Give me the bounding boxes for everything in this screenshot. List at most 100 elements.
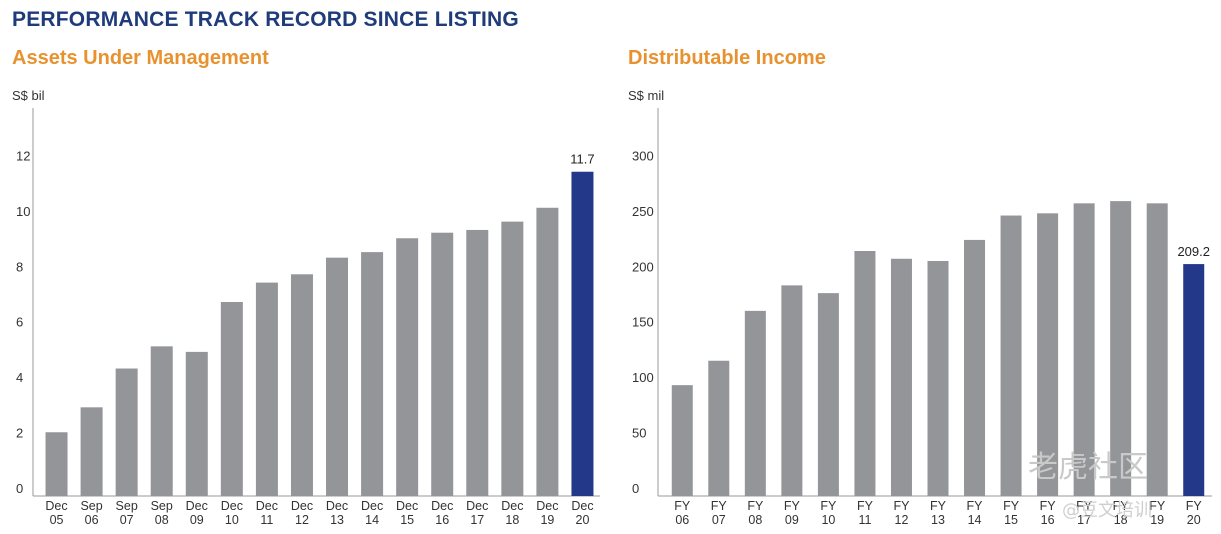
aum-x-tick-label: Dec [431, 499, 453, 513]
aum-x-tick-label: 14 [365, 513, 379, 527]
aum-x-tick-label: 07 [120, 513, 134, 527]
page-title: PERFORMANCE TRACK RECORD SINCE LISTING [12, 8, 519, 31]
aum-bar [501, 221, 524, 496]
aum-x-tick-label: 12 [295, 513, 309, 527]
aum-x-tick-label: Dec [221, 499, 243, 513]
income-x-tick-label: FY [1113, 499, 1130, 513]
income-bar [1000, 215, 1022, 496]
income-x-tick-label: 15 [1004, 513, 1018, 527]
income-x-tick-label: FY [711, 499, 728, 513]
aum-x-tick-label: 20 [576, 513, 590, 527]
watermark-handle: @豆文培训 [1062, 500, 1152, 521]
aum-bar [361, 252, 384, 496]
aum-x-tick-label: Dec [291, 499, 313, 513]
aum-x-tick-label: Dec [396, 499, 418, 513]
income-x-tick-label: FY [820, 499, 837, 513]
income-x-tick-label: FY [674, 499, 691, 513]
income-unit-label: S$ mil [628, 88, 665, 103]
income-x-tick-label: FY [857, 499, 874, 513]
income-x-tick-label: FY [1076, 499, 1093, 513]
income-chart-title: Distributable Income [628, 47, 826, 69]
aum-x-tick-label: 06 [85, 513, 99, 527]
income-x-tick-label: 12 [895, 513, 909, 527]
aum-unit-label: S$ bil [12, 88, 45, 103]
aum-x-tick-label: Dec [326, 499, 348, 513]
aum-bar [115, 368, 138, 496]
income-bar [671, 385, 693, 496]
aum-x-tick-label: 18 [505, 513, 519, 527]
income-y-tick-label: 300 [632, 148, 654, 163]
income-y-tick-label: 200 [632, 259, 654, 274]
aum-x-tick-label: 08 [155, 513, 169, 527]
aum-bar [185, 351, 208, 496]
income-x-tick-label: FY [930, 499, 947, 513]
income-x-tick-label: 06 [675, 513, 689, 527]
aum-x-tick-label: 10 [225, 513, 239, 527]
income-bar [781, 285, 803, 496]
aum-x-tick-label: Dec [45, 499, 67, 513]
income-bar [708, 360, 730, 496]
income-bar [1037, 213, 1059, 497]
income-bar [964, 239, 986, 497]
aum-bar [431, 232, 454, 496]
aum-bar [326, 257, 349, 496]
income-y-tick-label: 0 [632, 481, 639, 496]
income-x-tick-label: 20 [1187, 513, 1201, 527]
income-x-tick-label: 17 [1077, 513, 1091, 527]
income-y-tick-label: 250 [632, 204, 654, 219]
income-x-tick-label: 14 [968, 513, 982, 527]
aum-x-tick-label: Dec [466, 499, 488, 513]
income-bar [744, 310, 766, 496]
aum-x-tick-label: Sep [80, 499, 102, 513]
income-x-tick-label: FY [1040, 499, 1057, 513]
aum-y-tick-label: 10 [16, 204, 30, 219]
aum-x-tick-label: Dec [536, 499, 558, 513]
income-x-tick-label: FY [747, 499, 764, 513]
income-bar [1183, 264, 1205, 496]
income-bar [1073, 203, 1095, 496]
aum-bar [290, 274, 313, 496]
income-x-tick-label: 11 [858, 513, 871, 527]
aum-y-tick-label: 2 [16, 426, 23, 441]
income-x-tick-label: 07 [712, 513, 726, 527]
income-x-tick-label: 13 [931, 513, 945, 527]
aum-x-tick-label: Dec [571, 499, 593, 513]
income-bar [854, 251, 876, 496]
aum-x-tick-label: 05 [50, 513, 64, 527]
income-x-tick-label: 08 [748, 513, 762, 527]
aum-y-tick-label: 12 [16, 148, 30, 163]
income-x-tick-label: FY [1003, 499, 1020, 513]
income-y-tick-label: 50 [632, 426, 646, 441]
income-bar [1110, 201, 1132, 496]
income-x-tick-label: 19 [1150, 513, 1164, 527]
aum-bar [255, 282, 278, 496]
aum-x-tick-label: 19 [540, 513, 554, 527]
income-x-tick-label: 16 [1041, 513, 1055, 527]
aum-bar [45, 432, 68, 496]
income-bar [817, 293, 839, 496]
aum-bar [396, 238, 419, 496]
aum-bar [80, 407, 103, 496]
income-x-tick-label: FY [967, 499, 984, 513]
aum-bar [220, 302, 243, 496]
aum-bar [150, 346, 173, 496]
income-x-tick-label: 10 [821, 513, 835, 527]
aum-y-tick-label: 4 [16, 370, 23, 385]
income-bar [927, 260, 949, 496]
income-bar [890, 258, 912, 496]
income-x-tick-label: FY [784, 499, 801, 513]
income-x-tick-label: 18 [1114, 513, 1128, 527]
aum-x-tick-label: 17 [470, 513, 484, 527]
aum-y-tick-label: 0 [16, 481, 23, 496]
aum-x-tick-label: Sep [116, 499, 138, 513]
watermark-brand: 老虎社区 [1028, 450, 1148, 485]
income-x-tick-label: FY [893, 499, 910, 513]
income-bar [1146, 203, 1168, 496]
aum-x-tick-label: Sep [151, 499, 173, 513]
aum-bar [536, 207, 559, 496]
aum-chart-title: Assets Under Management [12, 47, 269, 69]
aum-bar [466, 229, 489, 496]
income-y-tick-label: 100 [632, 370, 654, 385]
